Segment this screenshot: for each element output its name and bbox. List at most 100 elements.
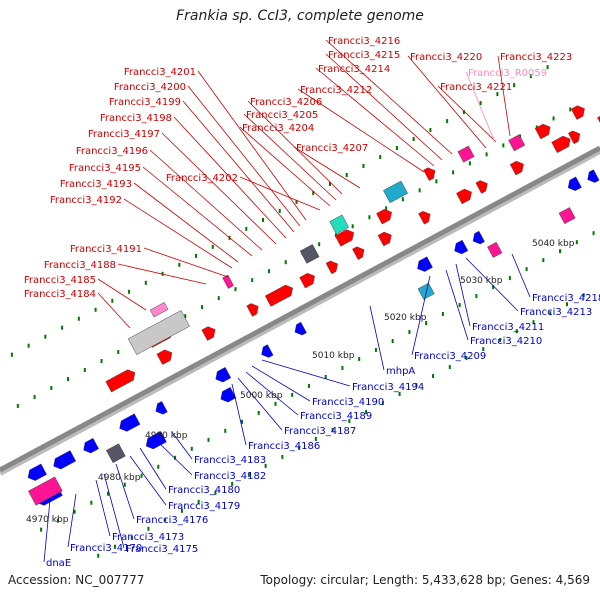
reverse-label: Francci3_4186 xyxy=(248,441,320,452)
gene-block-pink xyxy=(28,476,63,506)
tick-mark xyxy=(485,152,488,157)
reverse-gene xyxy=(454,239,469,255)
tick-mark xyxy=(144,280,147,285)
reverse-label: Francci3_4213 xyxy=(520,307,592,318)
rna-label-callout xyxy=(465,71,495,141)
forward-label-callout xyxy=(97,292,131,329)
reverse-label-callout xyxy=(245,371,299,416)
gene-block-pink xyxy=(487,241,503,258)
gene-block-pink xyxy=(222,274,234,289)
tick-mark xyxy=(164,517,167,522)
forward-gene xyxy=(246,303,259,317)
forward-gene xyxy=(325,260,338,275)
forward-gene-shape xyxy=(246,303,259,317)
scale-label: 4970 kbp xyxy=(26,515,69,525)
reverse-gene-shape xyxy=(587,169,600,183)
tick-mark xyxy=(107,491,110,496)
reverse-label-callout xyxy=(251,365,311,402)
forward-gene-shape xyxy=(551,135,571,154)
backbone-layer xyxy=(0,145,600,476)
forward-label: Francci3_4195 xyxy=(69,163,141,174)
forward-label-callout xyxy=(297,88,425,173)
forward-gene xyxy=(156,349,173,365)
forward-label: Francci3_4196 xyxy=(76,146,148,157)
tick-mark xyxy=(261,217,264,222)
tick-mark xyxy=(214,490,217,495)
tick-mark xyxy=(458,303,461,308)
scale-labels: 4970 kbp 4980 kbp 4990 kbp 5000 kbp 5010 kbp… xyxy=(26,239,575,525)
tick-mark xyxy=(251,278,254,283)
reverse-label: Francci3_4190 xyxy=(312,397,384,408)
forward-label: Francci3_4193 xyxy=(60,179,132,190)
forward-label-callout xyxy=(142,166,253,257)
tick-mark xyxy=(465,356,468,361)
tick-mark xyxy=(73,509,76,514)
tick-mark xyxy=(341,365,344,370)
forward-label-callout xyxy=(187,85,301,227)
forward-label: Francci3_4197 xyxy=(88,129,160,140)
forward-label-callout xyxy=(133,182,239,263)
reverse-gene xyxy=(567,176,582,191)
forward-gene xyxy=(534,123,551,140)
forward-gene xyxy=(418,211,431,225)
forward-label: Francci3_4214 xyxy=(318,64,390,75)
reverse-label: mhpA xyxy=(386,366,415,377)
tick-mark xyxy=(499,338,502,343)
gene-block-pink-body xyxy=(457,145,475,163)
forward-label-callout xyxy=(315,67,435,167)
forward-gene-labels: Francci3_4184 Francci3_4185 Francci3_4188 F… xyxy=(24,36,572,300)
forward-label: Francci3_4223 xyxy=(500,52,572,63)
reverse-gene xyxy=(472,230,485,245)
tick-mark xyxy=(435,179,438,184)
gene-block-pink-body xyxy=(508,134,526,152)
forward-label: Francci3_4206 xyxy=(250,97,322,108)
reverse-label-callout xyxy=(129,455,167,506)
tick-mark xyxy=(217,296,220,301)
tick-mark xyxy=(502,143,505,148)
forward-label: Francci3_4212 xyxy=(300,85,372,96)
reverse-gene xyxy=(155,401,168,415)
forward-gene-shape xyxy=(325,260,338,275)
tick-mark xyxy=(401,197,404,202)
tick-mark xyxy=(425,321,428,326)
tick-mark xyxy=(552,116,555,121)
forward-label-callout xyxy=(243,113,337,201)
forward-label: Francci3_4204 xyxy=(242,123,314,134)
reverse-label-callout xyxy=(465,257,519,312)
tick-mark xyxy=(274,401,277,406)
reverse-label: Francci3_4209 xyxy=(414,351,486,362)
reverse-label: Francci3_4183 xyxy=(194,455,266,466)
tick-mark xyxy=(324,374,327,379)
gene-block-pink xyxy=(558,207,576,224)
rna-label: Francci3_R0059 xyxy=(468,68,547,79)
forward-label-callout xyxy=(325,39,453,155)
tick-mark xyxy=(482,347,485,352)
tick-mark xyxy=(328,181,331,186)
tick-mark xyxy=(559,249,562,254)
tick-mark xyxy=(429,128,432,133)
tick-mark xyxy=(351,224,354,229)
tick-mark xyxy=(211,244,214,249)
tick-mark xyxy=(180,508,183,513)
tick-mark xyxy=(529,74,532,79)
forward-gene xyxy=(551,135,571,154)
tick-mark xyxy=(77,316,80,321)
forward-label: Francci3_4205 xyxy=(246,110,318,121)
tick-mark xyxy=(195,253,198,258)
forward-gene-shape xyxy=(456,188,472,205)
tick-mark xyxy=(479,101,482,106)
gene-block-teal xyxy=(383,180,408,204)
gene-block-cyan xyxy=(329,214,349,235)
gene-block-dark-body xyxy=(106,443,126,463)
tick-mark xyxy=(83,368,86,373)
forward-label: Francci3_4198 xyxy=(100,113,172,124)
gene-block-grey xyxy=(127,310,190,355)
forward-label-callout xyxy=(239,176,321,211)
forward-label: Francci3_4215 xyxy=(328,50,400,61)
tick-mark xyxy=(468,161,471,166)
reverse-label: Francci3_4210 xyxy=(470,336,542,347)
gene-block-dark xyxy=(299,244,320,264)
tick-mark xyxy=(569,107,572,112)
tick-mark xyxy=(475,294,478,299)
tick-mark xyxy=(385,206,388,211)
